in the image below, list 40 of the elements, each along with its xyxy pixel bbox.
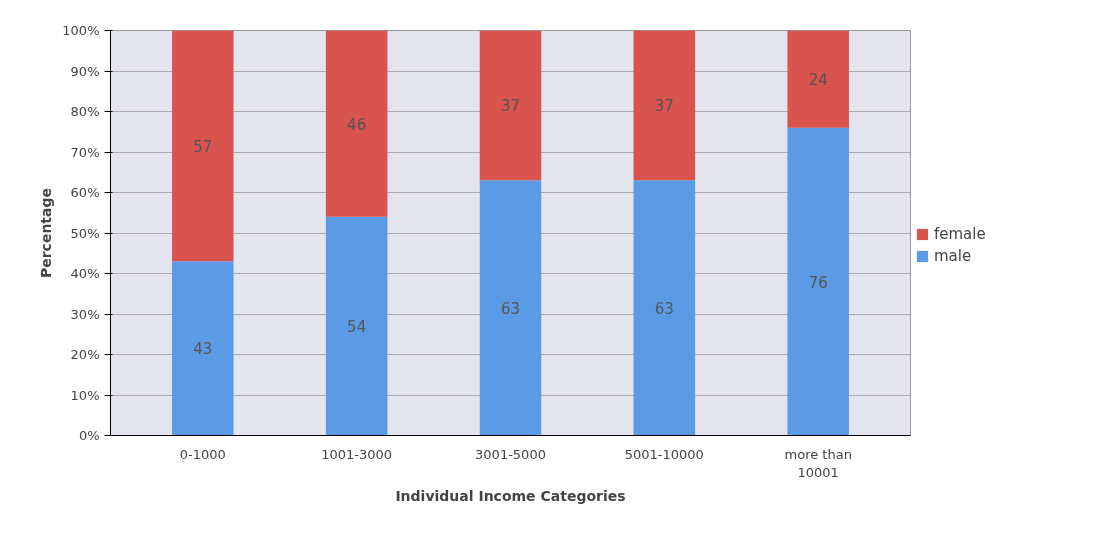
y-tick-label: 10% <box>70 387 100 403</box>
x-tick-label: 1001-3000 <box>321 446 393 462</box>
y-tick-label: 30% <box>70 306 100 322</box>
x-tick-label: 5001-10000 <box>624 446 704 462</box>
data-label: 37 <box>500 97 521 116</box>
x-tick-label: 3001-5000 <box>475 446 546 462</box>
y-tick-label: 0% <box>78 428 100 443</box>
bar <box>787 30 849 128</box>
y-tick-label: 40% <box>70 266 100 281</box>
bar <box>479 30 542 181</box>
y-tick-label: 20% <box>70 347 100 362</box>
y-tick-label: 90% <box>70 63 100 79</box>
data-label: 37 <box>654 97 674 116</box>
legend-label: male <box>934 247 973 265</box>
y-tick-label: 60% <box>70 185 100 200</box>
legend-label: female <box>934 225 987 243</box>
data-label: 57 <box>193 137 213 156</box>
x-tick-label: more than 10001 <box>784 446 852 480</box>
y-tick-label: 80% <box>70 104 100 119</box>
bar <box>325 216 388 436</box>
x-axis-title: Individual Income Categories <box>395 487 626 504</box>
y-tick-label: 50% <box>70 225 100 241</box>
data-label: 76 <box>808 273 828 292</box>
data-label: 54 <box>347 318 367 337</box>
data-label: 24 <box>808 71 828 90</box>
data-label: 46 <box>347 115 367 134</box>
bar <box>787 127 849 436</box>
y-tick-label: 70% <box>70 144 100 160</box>
bar <box>633 30 696 181</box>
data-label: 63 <box>654 299 674 318</box>
y-axis-title: Percentage <box>38 187 55 279</box>
bar <box>172 30 234 262</box>
bar <box>633 180 696 436</box>
bar <box>172 261 234 436</box>
data-label: 43 <box>193 340 213 359</box>
bar <box>325 30 388 217</box>
bar <box>479 180 542 436</box>
x-tick-label: 0-1000 <box>179 446 226 462</box>
data-label: 63 <box>500 299 521 318</box>
y-tick-label: 100% <box>62 23 100 38</box>
